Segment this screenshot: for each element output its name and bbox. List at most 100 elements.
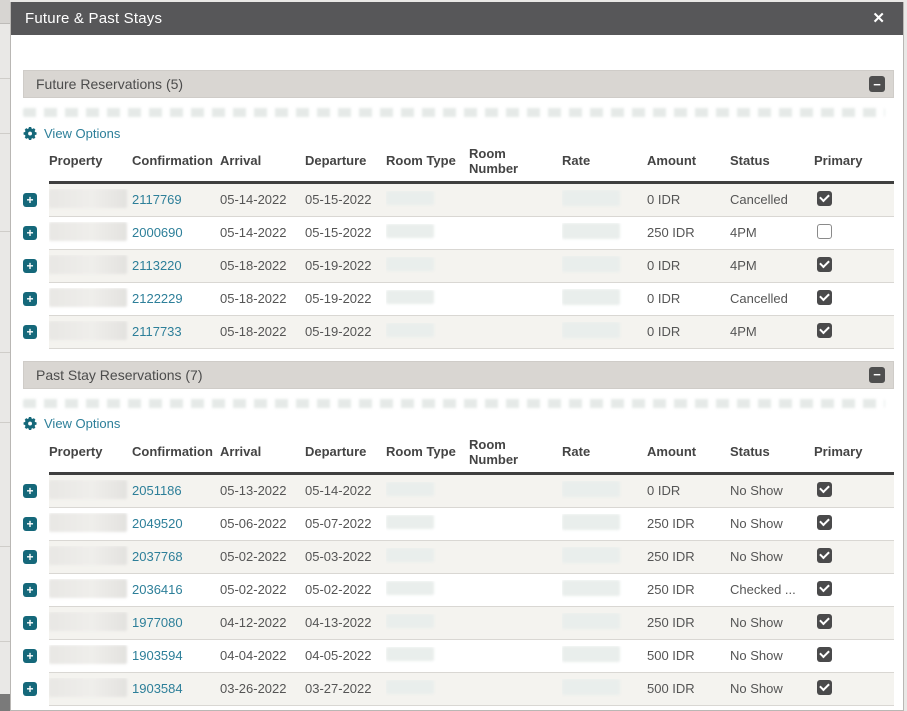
rate-redacted bbox=[562, 547, 620, 564]
close-icon[interactable]: ✕ bbox=[872, 10, 885, 27]
primary-checkbox[interactable] bbox=[817, 322, 832, 338]
confirmation-link[interactable]: 2036416 bbox=[132, 582, 183, 598]
amount-cell: 0 IDR bbox=[647, 291, 681, 307]
confirmation-link[interactable]: 2037768 bbox=[132, 549, 183, 565]
expand-row-icon[interactable]: + bbox=[23, 616, 37, 631]
expand-row-icon[interactable]: + bbox=[23, 226, 37, 241]
rate-cell bbox=[562, 613, 647, 632]
section-header: Past Stay Reservations (7) − bbox=[23, 360, 894, 389]
primary-checkbox[interactable] bbox=[817, 289, 832, 305]
table-header-row: Property Confirmation Arrival Departure Room… bbox=[49, 142, 894, 184]
rate-redacted bbox=[562, 190, 620, 207]
room-type-cell bbox=[386, 647, 469, 664]
arrival-cell: 05-02-2022 bbox=[220, 582, 287, 598]
primary-checkbox[interactable] bbox=[817, 547, 832, 563]
amount-cell: 0 IDR bbox=[647, 324, 681, 340]
column-header: Status bbox=[730, 444, 770, 460]
expand-row-icon[interactable]: + bbox=[23, 682, 37, 697]
amount-cell: 250 IDR bbox=[647, 615, 695, 631]
view-options-label: View Options bbox=[44, 125, 121, 141]
primary-checkbox[interactable] bbox=[817, 190, 832, 206]
confirmation-link[interactable]: 2051186 bbox=[132, 483, 182, 499]
column-header: Status bbox=[730, 153, 770, 169]
expand-row-icon[interactable]: + bbox=[23, 583, 37, 598]
confirmation-cell: 1903584 bbox=[132, 681, 220, 696]
room-type-redacted bbox=[386, 323, 434, 338]
confirmation-link[interactable]: 2113220 bbox=[132, 258, 182, 274]
rate-cell bbox=[562, 547, 647, 566]
future-past-stays-modal: Future & Past Stays ✕ Future Reservation… bbox=[10, 2, 904, 711]
primary-checkbox[interactable] bbox=[817, 514, 832, 530]
table-row: + 2000690 05-14-2022 05-15-2022 250 IDR … bbox=[23, 216, 894, 250]
rate-redacted bbox=[562, 223, 620, 240]
primary-checkbox[interactable] bbox=[817, 679, 832, 695]
confirmation-cell: 2036416 bbox=[132, 582, 220, 597]
status-cell: Checked ... bbox=[730, 582, 796, 598]
primary-checkbox[interactable] bbox=[817, 256, 832, 272]
row-gutter: + bbox=[23, 508, 49, 541]
confirmation-link[interactable]: 1903594 bbox=[132, 648, 183, 664]
property-redacted bbox=[49, 545, 127, 565]
rate-cell bbox=[562, 580, 647, 599]
departure-cell: 05-14-2022 bbox=[305, 483, 372, 499]
collapse-section-icon[interactable]: − bbox=[869, 76, 885, 92]
collapse-section-icon[interactable]: − bbox=[869, 366, 885, 383]
column-header: Rate bbox=[562, 444, 591, 460]
gear-icon bbox=[23, 417, 37, 431]
row-gutter: + bbox=[23, 475, 49, 508]
departure-cell: 04-05-2022 bbox=[305, 648, 372, 664]
primary-checkbox[interactable] bbox=[817, 481, 832, 497]
view-options-label: View Options bbox=[44, 416, 121, 432]
column-header: Amount bbox=[647, 444, 697, 460]
confirmation-link[interactable]: 2117769 bbox=[132, 192, 182, 208]
status-cell: No Show bbox=[730, 681, 783, 697]
confirmation-link[interactable]: 2122229 bbox=[132, 291, 183, 307]
primary-cell bbox=[814, 679, 894, 698]
confirmation-link[interactable]: 2000690 bbox=[132, 225, 183, 241]
column-header: Confirmation bbox=[132, 153, 213, 169]
view-options-button[interactable]: View Options bbox=[23, 124, 153, 142]
property-cell bbox=[49, 611, 132, 634]
confirmation-cell: 2113220 bbox=[132, 258, 220, 273]
confirmation-link[interactable]: 2117733 bbox=[132, 324, 182, 340]
confirmation-cell: 1903594 bbox=[132, 648, 220, 663]
table-row: + 1903584 03-26-2022 03-27-2022 500 IDR … bbox=[23, 672, 894, 706]
rate-cell bbox=[562, 646, 647, 665]
expand-row-icon[interactable]: + bbox=[23, 517, 37, 532]
rate-redacted bbox=[562, 256, 620, 273]
expand-row-icon[interactable]: + bbox=[23, 649, 37, 664]
expand-row-icon[interactable]: + bbox=[23, 325, 37, 340]
primary-cell bbox=[814, 256, 894, 275]
expand-row-icon[interactable]: + bbox=[23, 550, 37, 565]
amount-cell: 0 IDR bbox=[647, 483, 681, 499]
expand-row-icon[interactable]: + bbox=[23, 292, 37, 307]
departure-cell: 05-03-2022 bbox=[305, 549, 372, 565]
property-redacted bbox=[49, 644, 127, 664]
background-page-header bbox=[0, 0, 10, 24]
confirmation-cell: 2000690 bbox=[132, 225, 220, 240]
room-type-redacted bbox=[386, 482, 434, 497]
confirmation-link[interactable]: 2049520 bbox=[132, 516, 183, 532]
expand-row-icon[interactable]: + bbox=[23, 193, 37, 208]
room-type-redacted bbox=[386, 647, 434, 662]
rate-cell bbox=[562, 679, 647, 698]
arrival-cell: 04-12-2022 bbox=[220, 615, 287, 631]
row-gutter: + bbox=[23, 673, 49, 706]
primary-checkbox[interactable] bbox=[817, 223, 832, 239]
confirmation-cell: 2117769 bbox=[132, 192, 220, 207]
primary-checkbox[interactable] bbox=[817, 613, 832, 629]
confirmation-link[interactable]: 1903584 bbox=[132, 681, 183, 697]
primary-cell bbox=[814, 190, 894, 209]
view-options-button[interactable]: View Options bbox=[23, 415, 153, 433]
rate-redacted bbox=[562, 646, 620, 663]
primary-checkbox[interactable] bbox=[817, 646, 832, 662]
primary-checkbox[interactable] bbox=[817, 580, 832, 596]
status-cell: No Show bbox=[730, 648, 783, 664]
expand-row-icon[interactable]: + bbox=[23, 259, 37, 274]
status-cell: Cancelled bbox=[730, 192, 788, 208]
column-header: Room Type bbox=[386, 153, 456, 169]
property-redacted bbox=[49, 677, 127, 697]
confirmation-link[interactable]: 1977080 bbox=[132, 615, 183, 631]
expand-row-icon[interactable]: + bbox=[23, 484, 37, 499]
table-row: + 2113220 05-18-2022 05-19-2022 0 IDR 4P… bbox=[23, 249, 894, 283]
